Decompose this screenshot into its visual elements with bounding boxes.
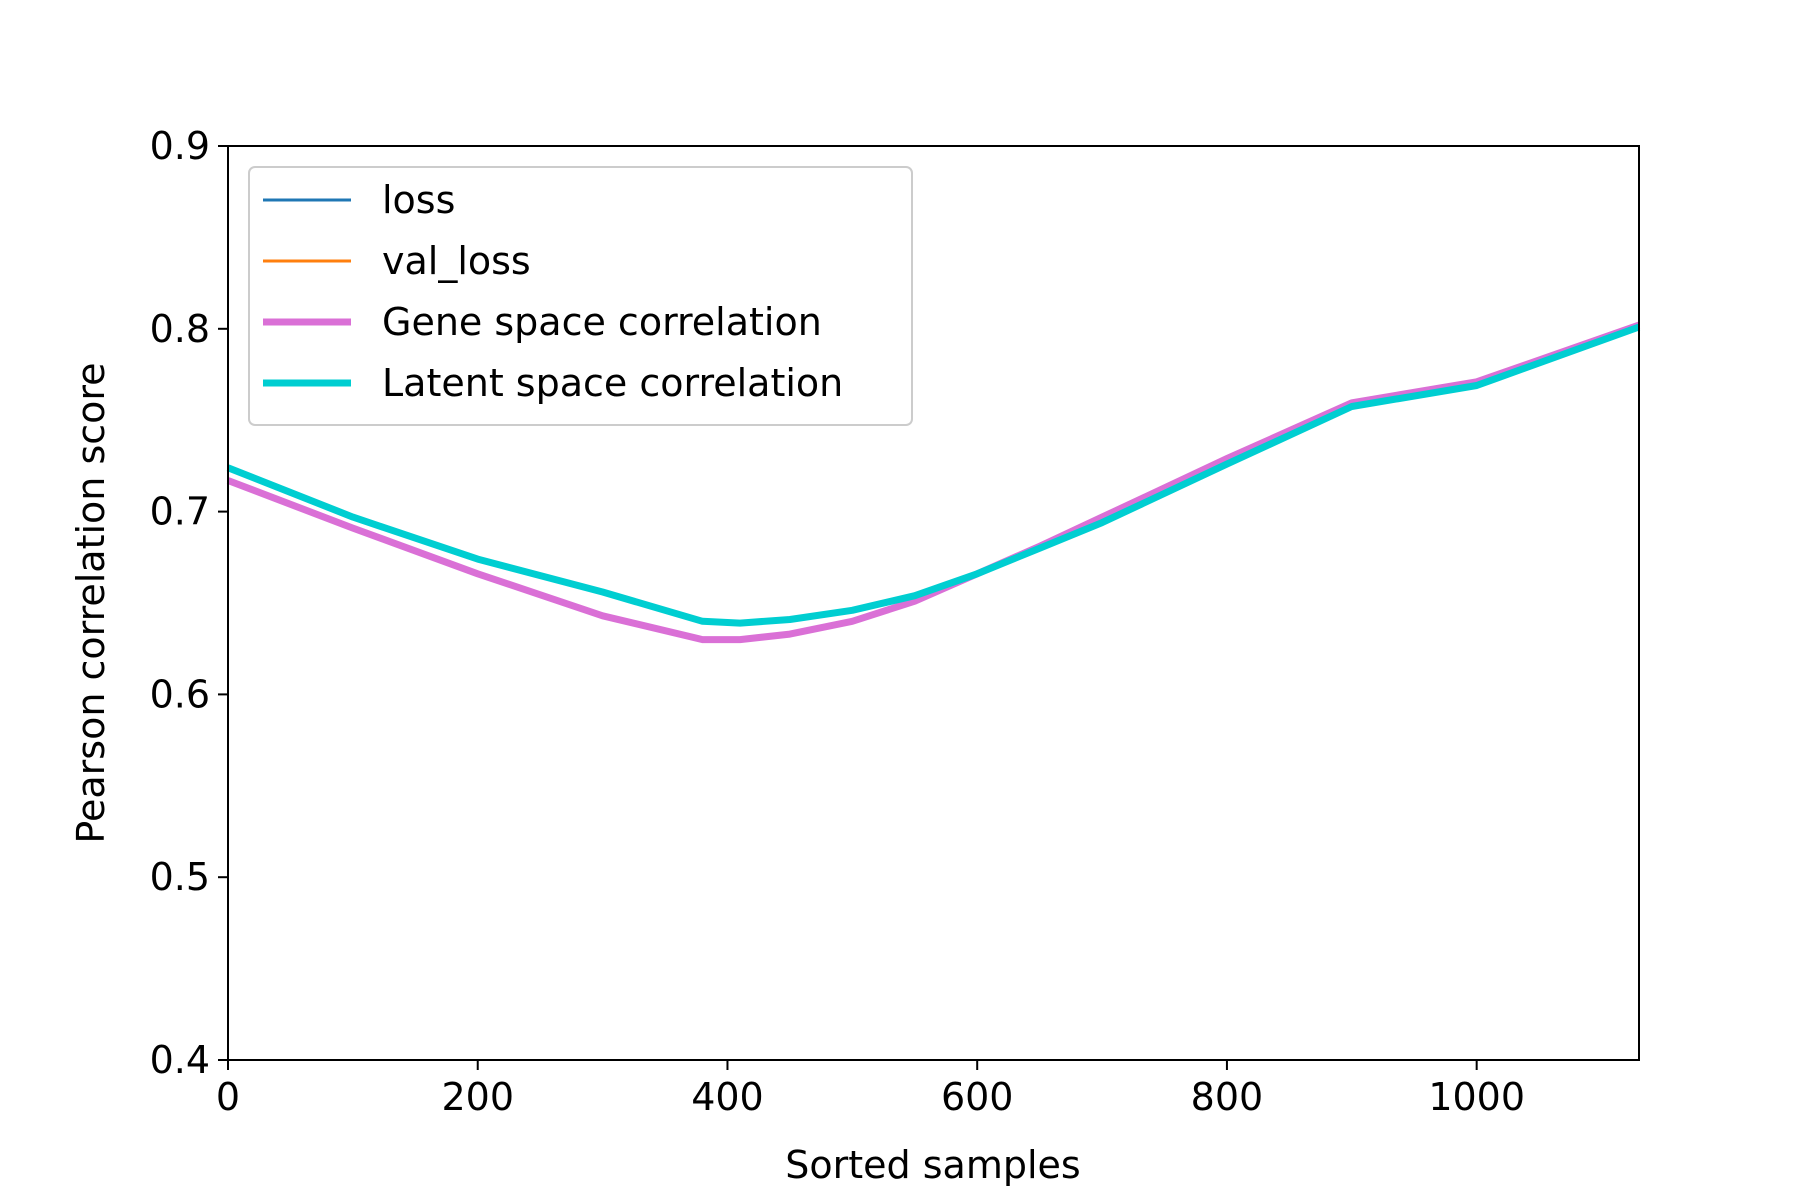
x-tick-label: 800 bbox=[1191, 1075, 1264, 1119]
legend-label-latent-space-correlation: Latent space correlation bbox=[382, 361, 843, 405]
gene-space-correlation-line bbox=[226, 321, 1641, 644]
x-axis: 0 200 400 600 800 1000 bbox=[216, 1060, 1525, 1119]
x-tick-label: 400 bbox=[691, 1075, 764, 1119]
plot-frame bbox=[227, 145, 1640, 1061]
y-axis-label: Pearson correlation score bbox=[69, 362, 113, 843]
x-tick-label: 1000 bbox=[1428, 1075, 1525, 1119]
legend: loss val_loss Gene space correlation Latent… bbox=[248, 166, 913, 426]
x-axis-label: Sorted samples bbox=[785, 1143, 1080, 1187]
legend-box bbox=[248, 166, 913, 426]
x-tick-label: 0 bbox=[216, 1075, 240, 1119]
legend-label-loss: loss bbox=[382, 178, 455, 222]
latent-space-correlation-line bbox=[226, 323, 1641, 627]
y-tick-label: 0.7 bbox=[150, 490, 210, 534]
y-tick-label: 0.5 bbox=[150, 855, 210, 899]
x-tick-label: 600 bbox=[941, 1075, 1014, 1119]
y-tick-label: 0.8 bbox=[150, 307, 210, 351]
y-axis: 0.4 0.5 0.6 0.7 0.8 0.9 bbox=[150, 124, 228, 1082]
y-tick-label: 0.4 bbox=[150, 1038, 210, 1082]
x-tick-label: 200 bbox=[441, 1075, 514, 1119]
y-tick-label: 0.9 bbox=[150, 124, 210, 168]
series-layer bbox=[226, 321, 1641, 644]
y-tick-label: 0.6 bbox=[150, 672, 210, 716]
legend-label-gene-space-correlation: Gene space correlation bbox=[382, 300, 822, 344]
legend-label-val-loss: val_loss bbox=[382, 239, 531, 283]
